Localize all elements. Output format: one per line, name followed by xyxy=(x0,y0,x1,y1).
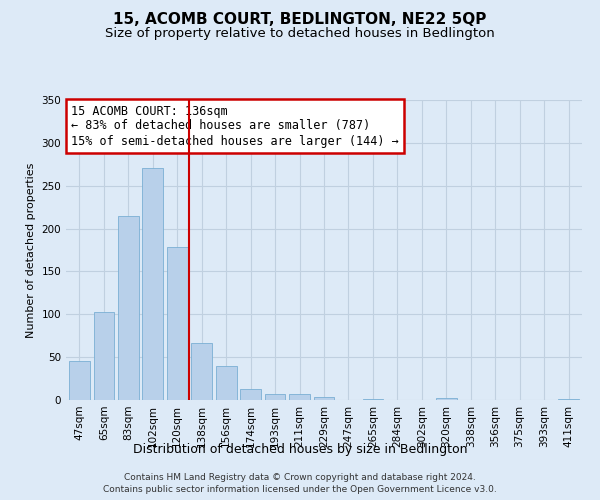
Text: Contains HM Land Registry data © Crown copyright and database right 2024.: Contains HM Land Registry data © Crown c… xyxy=(124,472,476,482)
Bar xyxy=(436,398,457,400)
Bar xyxy=(265,394,286,400)
Text: Size of property relative to detached houses in Bedlington: Size of property relative to detached ho… xyxy=(105,28,495,40)
Bar xyxy=(558,399,579,400)
Text: Distribution of detached houses by size in Bedlington: Distribution of detached houses by size … xyxy=(133,442,467,456)
Bar xyxy=(216,366,236,400)
Bar xyxy=(118,216,139,400)
Bar xyxy=(142,168,163,400)
Bar xyxy=(362,399,383,400)
Bar xyxy=(191,344,212,400)
Bar xyxy=(289,394,310,400)
Text: 15 ACOMB COURT: 136sqm
← 83% of detached houses are smaller (787)
15% of semi-de: 15 ACOMB COURT: 136sqm ← 83% of detached… xyxy=(71,104,399,148)
Bar xyxy=(69,360,90,400)
Y-axis label: Number of detached properties: Number of detached properties xyxy=(26,162,36,338)
Bar xyxy=(94,312,114,400)
Text: Contains public sector information licensed under the Open Government Licence v3: Contains public sector information licen… xyxy=(103,485,497,494)
Bar xyxy=(240,389,261,400)
Bar xyxy=(314,398,334,400)
Text: 15, ACOMB COURT, BEDLINGTON, NE22 5QP: 15, ACOMB COURT, BEDLINGTON, NE22 5QP xyxy=(113,12,487,28)
Bar xyxy=(167,248,188,400)
